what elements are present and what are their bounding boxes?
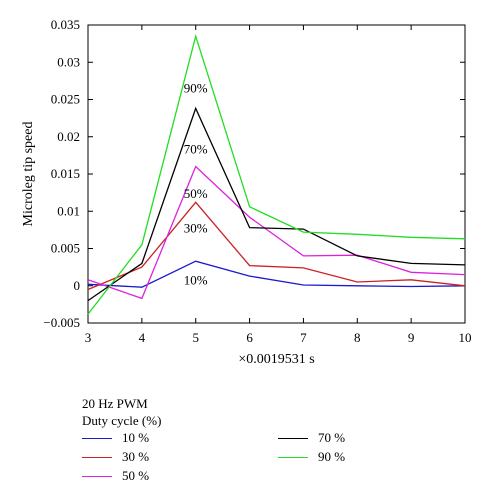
series-line-70 xyxy=(87,106,466,302)
legend-title: 20 Hz PWM Duty cycle (%) xyxy=(82,395,161,429)
annotation-30: 30% xyxy=(184,220,208,235)
line-chart: 3 4 5 6 7 8 9 10 −0.005 0 0.005 0.01 0.015 0.02 0.025 0… xyxy=(21,17,472,367)
legend-item-30: 30 % xyxy=(82,449,149,465)
y-tick-label: 0.03 xyxy=(57,54,80,69)
y-tick-label: 0.035 xyxy=(51,17,80,32)
series-line-30 xyxy=(87,201,466,291)
legend-label-10: 10 % xyxy=(122,430,150,445)
y-tick-label: −0.005 xyxy=(43,315,80,330)
annotation-10: 10% xyxy=(184,273,208,288)
series-lines xyxy=(87,33,466,315)
series-annotations: 90% 70% 50% 30% 10% xyxy=(184,80,208,287)
y-tick-label: 0.025 xyxy=(51,92,80,107)
annotation-70: 70% xyxy=(184,141,208,156)
x-tick-label: 5 xyxy=(192,330,199,345)
legend-label-90: 90 % xyxy=(318,449,346,464)
legend-item-10: 10 % xyxy=(82,430,149,446)
legend-swatch-70 xyxy=(278,437,308,439)
legend-swatch-30 xyxy=(82,456,112,458)
legend-item-50: 50 % xyxy=(82,468,149,484)
x-tick-label: 7 xyxy=(300,330,307,345)
y-tick-label: 0.005 xyxy=(51,241,80,256)
annotation-90: 90% xyxy=(184,80,208,95)
legend-label-50: 50 % xyxy=(122,468,150,483)
y-tick-label: 0 xyxy=(74,278,81,293)
series-line-90 xyxy=(87,33,466,315)
legend-swatch-50 xyxy=(82,475,112,477)
legend-label-30: 30 % xyxy=(122,449,150,464)
y-tick-label: 0.02 xyxy=(57,129,80,144)
legend-title-line-1: 20 Hz PWM xyxy=(82,396,148,411)
y-axis-title: Microleg tip speed xyxy=(21,122,36,227)
legend-label-70: 70 % xyxy=(318,430,346,445)
x-tick-label: 6 xyxy=(246,330,253,345)
legend-item-90: 90 % xyxy=(278,449,345,465)
plot-frame xyxy=(87,24,466,324)
x-tick-label: 10 xyxy=(459,330,472,345)
series-line-50 xyxy=(87,165,466,300)
x-tick-label: 3 xyxy=(85,330,92,345)
legend-title-line-2: Duty cycle (%) xyxy=(82,413,162,428)
y-tick-label: 0.015 xyxy=(51,166,80,181)
x-tick-label: 8 xyxy=(354,330,361,345)
y-tick-label: 0.01 xyxy=(57,203,80,218)
x-axis-title: ×0.0019531 s xyxy=(238,352,314,367)
series-line-10 xyxy=(87,260,466,288)
x-tick-label: 4 xyxy=(139,330,146,345)
annotation-50: 50% xyxy=(184,186,208,201)
legend-swatch-10 xyxy=(82,437,112,439)
x-tick-label: 9 xyxy=(408,330,415,345)
plot-axes: 3 4 5 6 7 8 9 10 −0.005 0 0.005 0.01 0.015 0.02 0.025 0… xyxy=(43,17,471,345)
legend-item-70: 70 % xyxy=(278,430,345,446)
legend-swatch-90 xyxy=(278,456,308,458)
